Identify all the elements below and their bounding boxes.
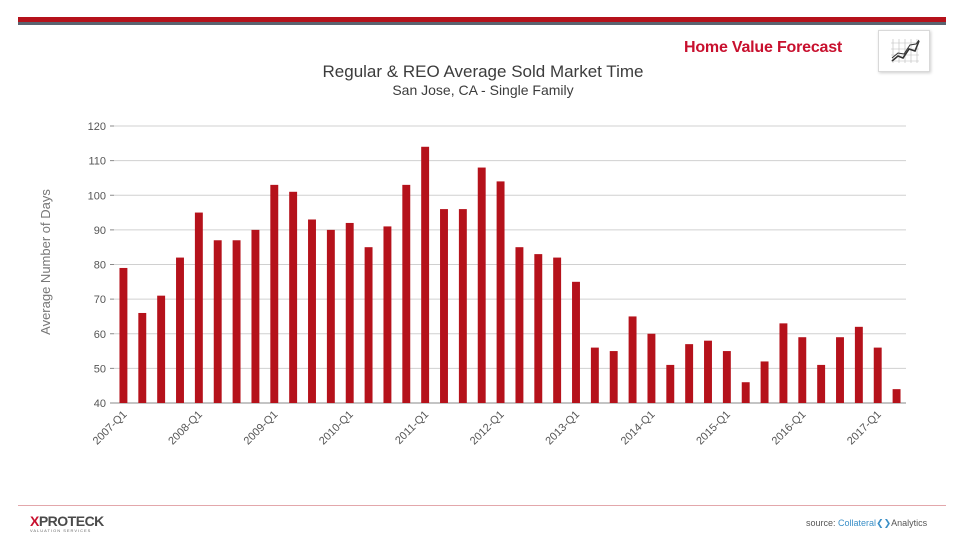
bar-2009-Q3: [308, 219, 316, 403]
bar-2014-Q2: [666, 364, 675, 403]
y-tick-label: 90: [94, 225, 106, 237]
bar-2015-Q4: [779, 323, 788, 403]
bar-2011-Q1: [421, 146, 430, 403]
bar-2009-Q1: [270, 184, 279, 403]
bar-2012-Q4: [553, 257, 562, 403]
bar-2007-Q2: [138, 312, 147, 403]
bar-2007-Q1: [119, 267, 128, 403]
top-accent-bar: [18, 17, 946, 22]
y-tick-label: 100: [88, 190, 106, 202]
y-tick-label: 80: [94, 260, 106, 272]
logo-wordmark: PROTECK: [38, 513, 104, 529]
bar-2010-Q1: [345, 222, 354, 403]
y-tick-label: 60: [94, 329, 106, 341]
x-tick-label: 2009-Q1: [242, 409, 281, 448]
x-tick-label: 2012-Q1: [468, 409, 507, 448]
bar-2011-Q3: [458, 209, 467, 403]
x-axis-ticks: 2007-Q1 2008-Q1 2009-Q1 2010-Q1 2011-Q1 2012-…: [91, 409, 884, 448]
bar-2016-Q4: [854, 326, 863, 403]
bar-2017-Q2: [892, 389, 901, 403]
bar-2012-Q1: [496, 181, 505, 403]
logo-x-mark: X: [30, 513, 39, 529]
x-tick-label: 2013-Q1: [543, 409, 582, 448]
top-accent-bar-shadow: [18, 22, 946, 25]
bar-2008-Q2: [213, 240, 222, 403]
y-tick-label: 50: [94, 363, 106, 375]
bar-2011-Q2: [440, 209, 448, 403]
bar-2009-Q2: [289, 191, 298, 403]
bar-2010-Q3: [383, 226, 392, 403]
x-tick-label: 2007-Q1: [91, 409, 130, 448]
bar-2015-Q1: [722, 351, 731, 403]
bar-2016-Q1: [798, 337, 807, 403]
bar-2013-Q3: [609, 351, 618, 403]
source-credit: source: Collateral❮❯Analytics: [806, 518, 927, 529]
proteck-logo: XPROTECK VALUATION SERVICES: [30, 513, 104, 533]
x-tick-label: 2017-Q1: [845, 409, 884, 448]
bar-2017-Q1: [873, 347, 882, 403]
collateral-analytics-icon: ❮❯: [876, 518, 892, 528]
bar-2010-Q4: [402, 184, 411, 403]
y-axis-label: Average Number of Days: [38, 189, 53, 335]
brand-title: Home Value Forecast: [684, 39, 843, 56]
x-tick-label: 2011-Q1: [393, 409, 431, 447]
logo-tagline: VALUATION SERVICES: [30, 528, 92, 533]
bar-2012-Q3: [534, 254, 543, 403]
x-tick-label: 2010-Q1: [317, 409, 356, 448]
chart-bars: [119, 146, 901, 403]
y-tick-label: 40: [94, 398, 106, 410]
line-chart-icon: [878, 30, 930, 72]
bar-2013-Q2: [590, 347, 599, 403]
bar-2015-Q2: [741, 382, 750, 403]
chart-grid: [114, 125, 906, 404]
footer-divider: [18, 505, 946, 506]
bar-2013-Q4: [628, 316, 637, 403]
y-tick-label: 110: [88, 156, 106, 168]
bar-2016-Q3: [836, 337, 844, 403]
y-tick-label: 70: [94, 294, 106, 306]
bar-2012-Q2: [515, 247, 524, 403]
bar-2015-Q3: [760, 361, 769, 403]
bar-2011-Q4: [477, 167, 486, 403]
source-brand: Collateral: [838, 518, 877, 528]
x-tick-label: 2016-Q1: [770, 409, 809, 448]
bar-2007-Q4: [176, 257, 184, 403]
source-brand-suffix: Analytics: [891, 518, 928, 528]
bar-2008-Q3: [232, 240, 241, 403]
bar-2007-Q3: [157, 295, 166, 403]
bar-2014-Q1: [647, 333, 656, 403]
y-axis-ticks: 40 50 60 70 80 90 100 110 120: [88, 121, 114, 410]
x-tick-label: 2014-Q1: [619, 409, 658, 448]
bar-2014-Q3: [685, 344, 694, 403]
bar-2008-Q4: [251, 229, 260, 403]
x-tick-label: 2008-Q1: [166, 409, 205, 448]
chart-title: Regular & REO Average Sold Market Time: [322, 62, 644, 81]
chart-subtitle: San Jose, CA - Single Family: [392, 82, 574, 98]
y-tick-label: 120: [88, 121, 106, 133]
bar-2010-Q2: [364, 247, 373, 403]
source-label: source:: [806, 518, 836, 528]
x-tick-label: 2015-Q1: [694, 409, 733, 448]
bar-2008-Q1: [194, 212, 203, 403]
bar-2013-Q1: [572, 281, 580, 403]
bar-2009-Q4: [326, 229, 335, 403]
bar-2016-Q2: [817, 364, 826, 403]
bar-2014-Q4: [704, 340, 712, 403]
